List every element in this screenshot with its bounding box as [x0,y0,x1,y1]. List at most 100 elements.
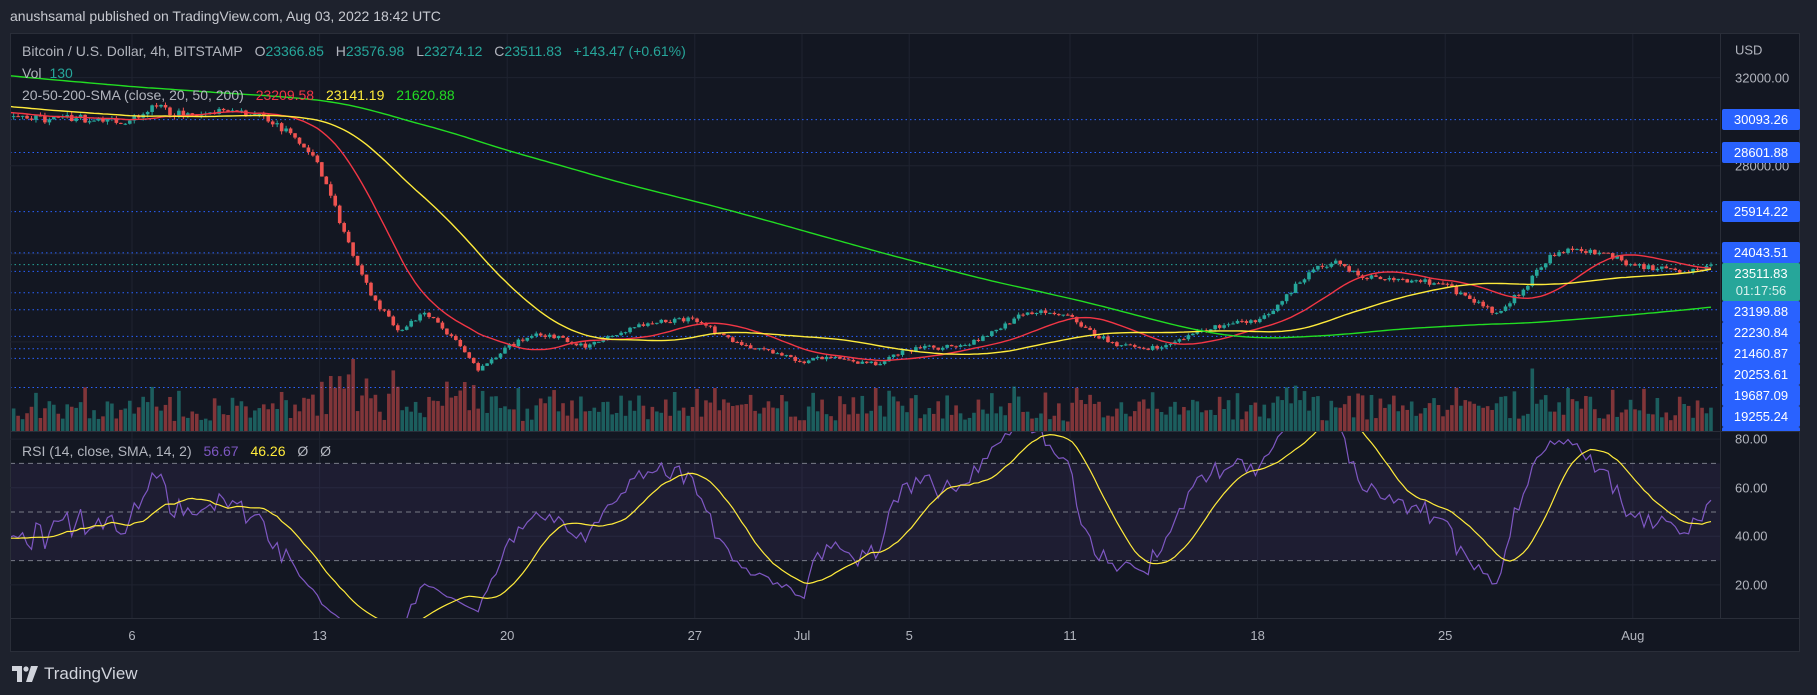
candle-body [641,324,646,326]
time-tick-label: Jul [793,628,811,643]
candle-body [20,115,25,117]
candle-body [150,105,154,112]
volume-bar [1182,406,1186,431]
candle-body [695,318,699,323]
candle-body [1244,321,1249,323]
volume-bar [1360,395,1365,431]
volume-bar [1012,386,1016,431]
volume-bar [1074,387,1079,431]
candle-body [762,348,766,350]
candle-body [699,322,704,324]
candle-body [1235,320,1240,324]
volume-bar [574,418,579,431]
candle-body [1615,255,1619,259]
candle-body [257,114,262,116]
volume-bar [601,402,606,431]
volume-bar [583,411,588,431]
volume-bar [842,404,847,431]
volume-bar [543,403,547,431]
volume-bar [1298,400,1302,431]
candle-body [306,147,311,153]
volume-legend[interactable]: Vol 130 [22,65,81,81]
candle-body [1191,333,1195,336]
volume-bar [1642,388,1646,431]
volume-bar [1441,416,1445,431]
volume-bar [864,413,869,431]
volume-bar [306,398,311,431]
candle-body [949,344,954,347]
candle-body [1083,326,1088,328]
candle-body [1450,284,1454,287]
volume-bar [1593,409,1597,431]
candle-body [177,110,181,117]
sma-legend[interactable]: 20-50-200-SMA (close, 20, 50, 200) 23209… [22,87,463,103]
volume-bar [605,401,610,431]
volume-bar [1106,415,1110,431]
volume-bar [713,388,717,431]
candle-body [279,123,284,132]
candle-body [521,339,525,341]
candle-body [56,116,61,118]
candle-body [346,231,351,243]
volume-bar [1065,421,1070,431]
volume-bar [1003,415,1008,431]
volume-bar [217,405,221,431]
price-tick-label: 32000.00 [1735,70,1790,86]
volume-bar [1423,408,1427,431]
volume-bar [1124,413,1128,431]
candle-body [114,118,119,123]
bar-countdown: 01:17:56 [1735,283,1787,299]
volume-bar [427,396,431,431]
rsi-extra-1: Ø [297,443,309,459]
volume-bar [1289,403,1293,431]
candle-body [1186,335,1191,340]
candle-body [1566,248,1570,254]
price-axis[interactable]: USD 32000.00 28000.00 30093.26 28601.88 2591… [1720,33,1801,431]
volume-bar [914,395,918,431]
candle-body [1423,279,1427,282]
candle-body [1034,312,1039,315]
candle-body [1289,293,1293,295]
candle-body [1342,264,1347,267]
volume-bar [1034,417,1039,431]
volume-bar [1400,405,1405,431]
volume-bar [1552,411,1557,431]
volume-bar [159,410,163,431]
candle-body [1548,254,1552,264]
volume-bar [248,417,253,431]
volume-bar [1092,403,1097,431]
candle-body [1048,312,1052,314]
candle-body [574,343,579,346]
volume-bar [972,412,976,431]
candle-body [471,357,476,364]
candle-body [815,356,820,359]
symbol-legend[interactable]: Bitcoin / U.S. Dollar, 4h, BITSTAMP O233… [22,43,694,59]
volume-bar [1606,414,1611,431]
candle-body [1642,264,1646,270]
tradingview-logo[interactable]: TradingView [12,664,138,684]
volume-bar [1016,396,1021,431]
candle-body [1217,325,1222,328]
volume-bar [105,401,110,431]
volume-bar [927,408,932,431]
candle-body [529,335,534,338]
candle-body [1249,320,1253,323]
volume-bar [1186,410,1191,431]
candle-body [1597,252,1602,255]
volume-bar [34,392,38,431]
candle-body [235,110,239,112]
candle-body [708,325,713,327]
volume-bar [364,378,369,431]
volume-bar [1164,414,1168,431]
candle-body [360,265,364,275]
rsi-axis[interactable]: 80.00 60.00 40.00 20.00 [1720,431,1801,619]
candle-body [797,360,802,362]
candle-body [1271,310,1276,315]
candle-body [1280,301,1284,305]
volume-bar [775,408,780,431]
rsi-legend[interactable]: RSI (14, close, SMA, 14, 2) 56.67 46.26 … [22,443,339,459]
candle-body [583,343,588,348]
volume-bar [503,406,507,431]
candle-body [802,361,807,364]
